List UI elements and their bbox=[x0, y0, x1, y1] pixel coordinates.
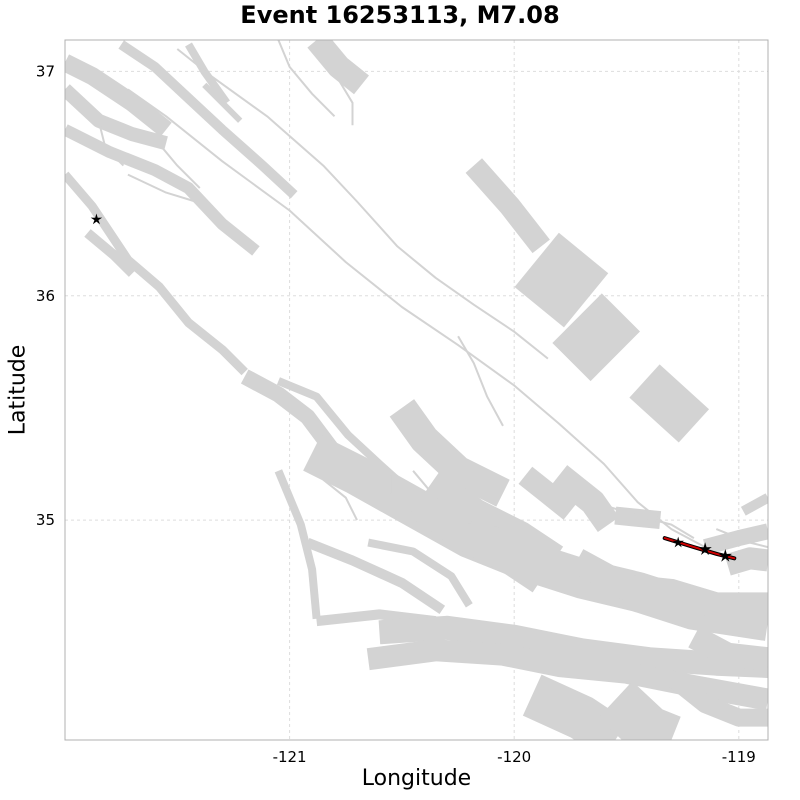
x-axis-label: Longitude bbox=[361, 766, 472, 791]
fault-band bbox=[724, 547, 768, 576]
fault-band bbox=[522, 674, 628, 740]
chart-title: Event 16253113, M7.08 bbox=[240, 1, 560, 29]
fault-band bbox=[367, 538, 473, 608]
fault-band bbox=[65, 54, 172, 137]
fault-band bbox=[65, 124, 260, 256]
fault-trace bbox=[97, 120, 125, 167]
x-tick-label: -120 bbox=[497, 748, 531, 766]
y-tick-label: 37 bbox=[36, 62, 55, 80]
fault-band bbox=[688, 626, 768, 672]
fault-band bbox=[202, 82, 243, 123]
fault-band bbox=[118, 40, 298, 199]
fault-band bbox=[570, 549, 768, 619]
fault-trace bbox=[338, 79, 354, 126]
fault-band bbox=[465, 158, 550, 254]
fault-band bbox=[629, 364, 710, 443]
fault-band bbox=[550, 465, 620, 533]
hypocenter-marker bbox=[672, 536, 684, 548]
plot-frame bbox=[64, 39, 769, 741]
fault-band bbox=[740, 493, 768, 516]
fault-band bbox=[307, 40, 369, 95]
fault-band bbox=[389, 399, 510, 507]
fault-band bbox=[665, 670, 768, 727]
fault-trace bbox=[322, 478, 358, 521]
fault-trace bbox=[127, 173, 196, 203]
fault-band bbox=[552, 293, 641, 382]
fault-band bbox=[65, 171, 248, 376]
fault-band bbox=[378, 615, 768, 678]
fault-trace bbox=[457, 335, 504, 427]
hypocenter-marker bbox=[90, 213, 103, 225]
fault-trace bbox=[608, 505, 695, 539]
fault-trace bbox=[412, 470, 504, 531]
fault-trace bbox=[127, 88, 706, 548]
hypocenter-marker bbox=[718, 549, 732, 562]
hypocenter-marker bbox=[698, 542, 712, 555]
fault-band bbox=[65, 84, 168, 150]
y-axis-label-text: Latitude bbox=[5, 344, 31, 436]
axis-ticks: -121 -120 -119 37 36 35 bbox=[36, 62, 756, 766]
fault-band bbox=[305, 537, 446, 615]
fault-trace bbox=[176, 48, 549, 360]
fault-band bbox=[518, 466, 578, 520]
fault-band bbox=[514, 232, 609, 328]
x-tick-label: -119 bbox=[722, 748, 756, 766]
fault-band bbox=[84, 229, 136, 277]
x-tick-label: -121 bbox=[273, 748, 307, 766]
y-tick-label: 36 bbox=[36, 287, 55, 305]
y-tick-label: 35 bbox=[36, 511, 55, 529]
fault-trace bbox=[154, 138, 201, 189]
hypocenter-layer bbox=[90, 213, 732, 562]
fault-layer bbox=[65, 40, 768, 740]
fault-trace bbox=[715, 528, 768, 549]
fault-band bbox=[598, 681, 681, 740]
fault-trace bbox=[277, 40, 336, 118]
